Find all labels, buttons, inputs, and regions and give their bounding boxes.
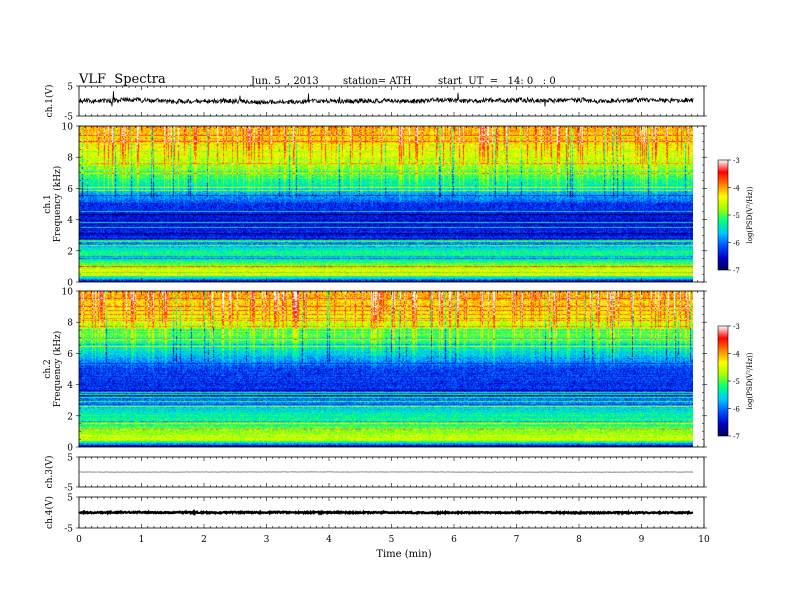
panel-channel-label: ch.2 (43, 359, 53, 378)
ch4-trace (78, 509, 694, 516)
colorbar-tick-label: -5 (733, 378, 740, 386)
colorbar-tick-label: -7 (733, 267, 740, 275)
ch1-trace (78, 91, 694, 107)
x-tick-label: 5 (389, 535, 395, 545)
y-tick-label: -5 (64, 113, 73, 123)
y-tick-label: 2 (67, 412, 73, 422)
colorbar-tick-label: -3 (733, 157, 740, 165)
x-tick-label: 10 (698, 535, 710, 545)
start-time-label: start UT = 14: 0 : 0 (438, 76, 556, 87)
x-tick-label: 1 (139, 535, 145, 545)
date-label: Jun. 5 , 2013 (251, 76, 319, 87)
figure-title: VLF Spectra (79, 72, 166, 87)
colorbar-label: log(PSD(V²/Hz)) (746, 352, 754, 409)
colorbar-1 (717, 159, 729, 271)
colorbar-tick-label: -6 (733, 406, 740, 414)
y-tick-label: 5 (67, 494, 73, 504)
colorbar-2 (717, 325, 729, 437)
y-tick-label: 2 (67, 247, 73, 257)
y-tick-label: 5 (67, 454, 73, 464)
colorbar-tick-label: -7 (733, 433, 740, 441)
ch2-spectrogram-image (79, 291, 693, 447)
x-tick-label: 3 (264, 535, 270, 545)
y-tick-label: 8 (67, 319, 73, 329)
y-tick-label: 0 (67, 444, 73, 454)
y-tick-label: -5 (64, 525, 73, 535)
x-tick-label: 9 (639, 535, 645, 545)
colorbar-tick-label: -4 (733, 185, 740, 193)
y-tick-label: -5 (64, 484, 73, 494)
frequency-axis-label: Frequency (kHz) (52, 331, 63, 408)
x-tick-label: 6 (451, 535, 457, 545)
x-tick-label: 2 (201, 535, 207, 545)
y-tick-label: 10 (62, 288, 74, 298)
panel-channel-label: ch.1 (43, 194, 53, 213)
ch1-axis-label: ch.1(V) (44, 85, 55, 118)
y-tick-label: 6 (67, 185, 73, 195)
timeseries-layer (78, 91, 694, 516)
y-tick-label: 5 (67, 83, 73, 93)
colorbar-tick-label: -4 (733, 351, 740, 359)
x-tick-label: 7 (514, 535, 520, 545)
y-tick-label: 4 (67, 216, 73, 226)
ch1-spectrogram-image (79, 126, 693, 282)
y-tick-label: 10 (62, 123, 74, 133)
colorbar-tick-label: -5 (733, 212, 740, 220)
y-tick-label: 4 (67, 381, 73, 391)
ch4-axis-label: ch.4(V) (44, 496, 55, 529)
x-tick-label: 4 (326, 535, 332, 545)
y-tick-label: 0 (67, 279, 73, 289)
ch3-axis-label: ch.3(V) (44, 456, 55, 489)
colorbar-label: log(PSD(V²/Hz)) (746, 186, 754, 243)
colorbar-tick-label: -6 (733, 240, 740, 248)
y-tick-label: 8 (67, 154, 73, 164)
station-label: station= ATH (343, 76, 412, 87)
spectrogram-layer (79, 126, 693, 447)
x-axis-label: Time (min) (376, 549, 431, 560)
x-tick-label: 0 (76, 535, 82, 545)
colorbar-tick-label: -3 (733, 323, 740, 331)
frequency-axis-label: Frequency (kHz) (52, 166, 63, 243)
y-tick-label: 6 (67, 350, 73, 360)
x-tick-label: 8 (576, 535, 582, 545)
colorbar-layer: -3 -4 -5 -6 -7 log(PSD(V²/Hz)) -3 -4 -5 -6 -7 log(P… (717, 157, 754, 441)
